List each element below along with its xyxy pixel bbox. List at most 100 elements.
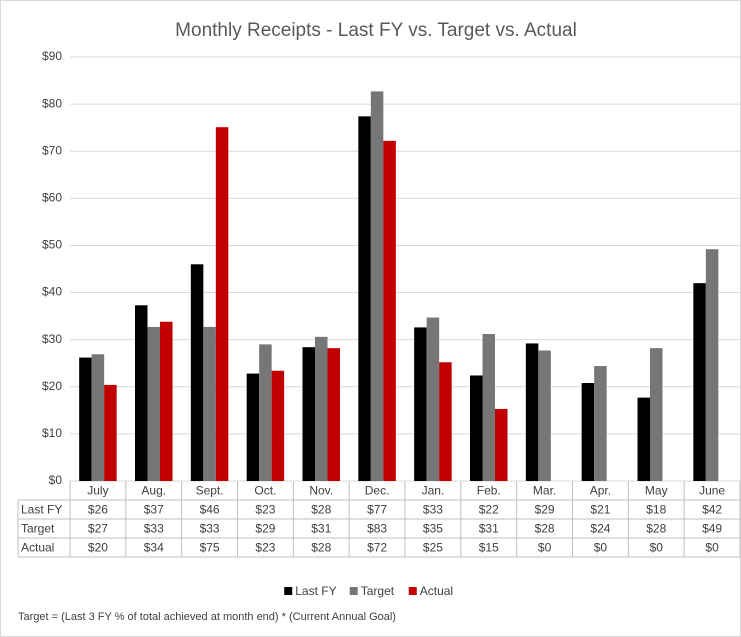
y-tick-label: $0 — [49, 473, 63, 487]
bar — [525, 343, 539, 481]
bar — [271, 370, 285, 481]
table-cell: $31 — [311, 522, 331, 536]
y-tick-label: $50 — [42, 238, 62, 252]
bar — [203, 326, 216, 481]
bar — [327, 348, 340, 481]
x-tick-label: Dec. — [365, 484, 390, 498]
table-cell: $0 — [705, 541, 719, 555]
bar — [705, 249, 719, 481]
x-tick-label: Nov. — [309, 484, 333, 498]
bar — [259, 344, 272, 481]
table-cell: $29 — [535, 503, 555, 517]
table-cell: $20 — [88, 541, 108, 555]
table-cell: $29 — [255, 522, 275, 536]
table-cell: $35 — [423, 522, 443, 536]
table-cell: $28 — [311, 503, 331, 517]
table-row-header: Target — [21, 522, 55, 536]
table-cell: $23 — [255, 541, 275, 555]
table-cell: $33 — [200, 522, 220, 536]
bar — [414, 327, 427, 481]
bar — [160, 321, 173, 481]
table-cell: $26 — [88, 503, 108, 517]
bar — [91, 354, 105, 481]
table-cell: $49 — [702, 522, 722, 536]
table-cell: $42 — [702, 503, 722, 517]
table-cell: $28 — [535, 522, 555, 536]
chart-title: Monthly Receipts - Last FY vs. Target vs… — [175, 20, 577, 41]
bar — [383, 140, 396, 481]
table-cell: $18 — [646, 503, 666, 517]
table-cell: $15 — [479, 541, 499, 555]
table-cell: $33 — [423, 503, 443, 517]
bar — [315, 336, 328, 481]
table-cell: $24 — [590, 522, 610, 536]
y-tick-label: $10 — [42, 426, 62, 440]
legend-label: Target — [361, 584, 395, 598]
y-tick-label: $80 — [42, 96, 62, 110]
bar — [215, 127, 229, 481]
table-cell: $31 — [479, 522, 499, 536]
table-cell: $0 — [538, 541, 552, 555]
bar — [637, 397, 650, 481]
bar — [358, 116, 371, 482]
table-cell: $23 — [255, 503, 275, 517]
table-row-header: Last FY — [21, 503, 62, 517]
bar — [302, 347, 315, 481]
x-tick-label: Feb. — [477, 484, 501, 498]
table-cell: $21 — [590, 503, 610, 517]
bar — [495, 408, 508, 481]
bar — [246, 373, 260, 481]
x-tick-label: Mar. — [533, 484, 556, 498]
table-row-header: Actual — [21, 541, 54, 555]
table-cell: $25 — [423, 541, 443, 555]
legend-label: Last FY — [295, 584, 336, 598]
bar — [104, 384, 117, 481]
footnote: Target = (Last 3 FY % of total achieved … — [18, 611, 396, 623]
bar — [426, 317, 440, 481]
x-tick-label: Apr. — [590, 484, 611, 498]
x-tick-label: Sept. — [196, 484, 224, 498]
table-cell: $28 — [311, 541, 331, 555]
x-tick-label: Jan. — [422, 484, 445, 498]
bar — [190, 264, 204, 481]
bar — [147, 326, 160, 481]
y-tick-label: $20 — [42, 379, 62, 393]
bar — [135, 305, 148, 481]
table-cell: $34 — [144, 541, 164, 555]
y-tick-label: $70 — [42, 143, 62, 157]
bar — [650, 348, 663, 481]
legend-swatch — [349, 587, 358, 595]
bar — [482, 334, 495, 481]
x-tick-label: Aug. — [141, 484, 166, 498]
legend-swatch — [284, 587, 293, 595]
table-cell: $83 — [367, 522, 387, 536]
table-cell: $28 — [646, 522, 666, 536]
table-cell: $27 — [88, 522, 108, 536]
table-cell: $0 — [650, 541, 664, 555]
x-tick-label: May — [645, 484, 668, 498]
legend-swatch — [408, 587, 417, 595]
y-tick-label: $90 — [42, 49, 62, 63]
table-cell: $33 — [144, 522, 164, 536]
table-cell: $77 — [367, 503, 387, 517]
table-cell: $22 — [479, 503, 499, 517]
table-cell: $37 — [144, 503, 164, 517]
bar — [693, 283, 706, 481]
bar — [370, 91, 384, 481]
table-cell: $75 — [200, 541, 220, 555]
y-tick-label: $40 — [42, 285, 62, 299]
bar — [594, 366, 607, 481]
table-cell: $46 — [200, 503, 220, 517]
table-cell: $0 — [594, 541, 608, 555]
bar — [538, 350, 551, 481]
x-tick-label: July — [87, 484, 108, 498]
y-tick-label: $30 — [42, 332, 62, 346]
bar — [79, 357, 92, 481]
bar — [470, 375, 483, 481]
bar — [439, 362, 452, 481]
x-tick-label: June — [699, 484, 725, 498]
y-tick-label: $60 — [42, 191, 62, 205]
table-cell: $72 — [367, 541, 387, 555]
x-tick-label: Oct. — [254, 484, 276, 498]
